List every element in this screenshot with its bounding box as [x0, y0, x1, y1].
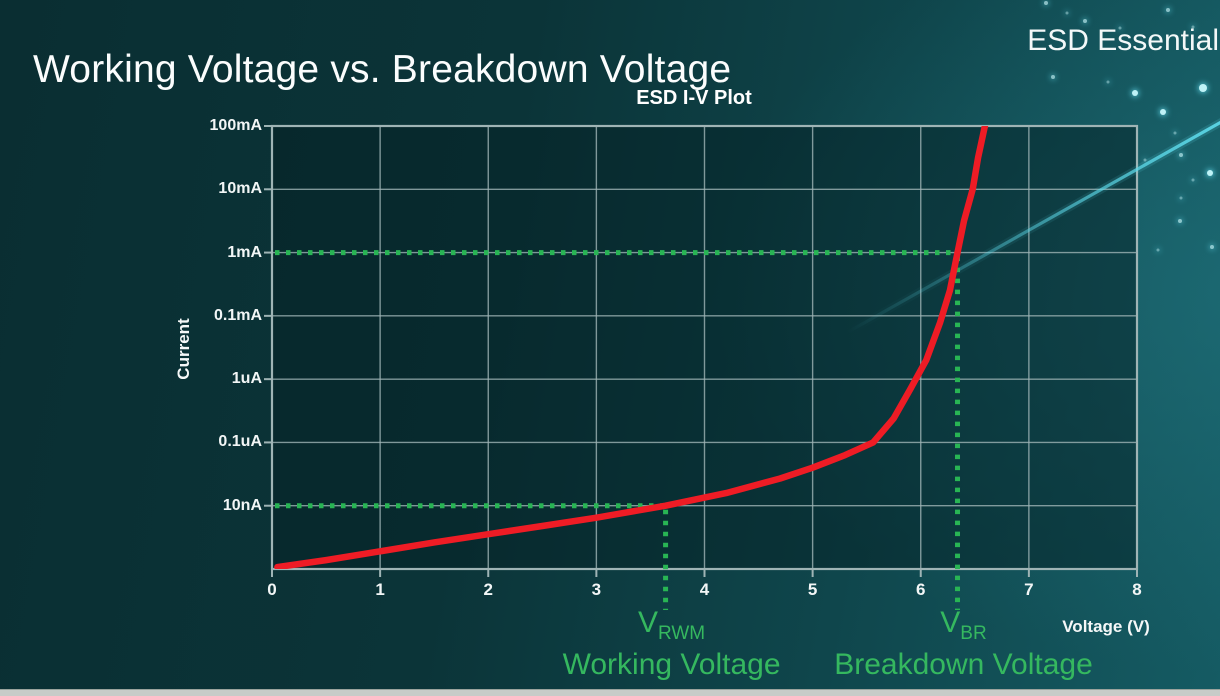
y-tick-label: 0.1uA: [218, 433, 262, 451]
marker-symbol-letter: V: [940, 606, 961, 639]
x-tick-label: 3: [591, 580, 602, 599]
x-tick-label: 2: [483, 580, 493, 599]
star-dot: [1191, 25, 1195, 29]
star-dot: [1118, 26, 1122, 30]
star-dot: [1178, 219, 1182, 223]
x-tick-label: 1: [375, 580, 385, 599]
x-tick-label: 7: [1024, 580, 1034, 599]
star-dot: [1044, 1, 1048, 5]
star-dot: [1132, 90, 1138, 96]
star-dot: [1179, 153, 1183, 157]
star-dot: [1166, 8, 1170, 12]
x-tick-label: 0: [267, 580, 277, 599]
y-tick-label: 1uA: [231, 370, 262, 388]
star-dot: [1210, 245, 1214, 249]
marker-symbol-vrwm: VRWM: [637, 606, 706, 644]
marker-symbol-vbr: VBR: [940, 606, 987, 644]
x-tick-label: 6: [916, 580, 926, 599]
marker-caption-breakdown-voltage: Breakdown Voltage: [834, 648, 1093, 681]
star-dot: [1083, 19, 1087, 23]
marker-symbol-subscript: BR: [960, 623, 987, 644]
x-axis-title: Voltage (V): [1062, 617, 1150, 636]
star-dot: [1173, 131, 1177, 135]
page-title: Working Voltage vs. Breakdown Voltage: [33, 48, 732, 92]
x-tick-label: 8: [1132, 580, 1142, 599]
marker-symbol-subscript: RWM: [658, 623, 706, 644]
star-dot: [1191, 178, 1195, 182]
star-dot: [1065, 11, 1069, 15]
star-dot: [1179, 196, 1183, 200]
x-tick-label: 5: [807, 580, 818, 599]
y-tick-label: 10nA: [222, 496, 262, 514]
star-dot: [1207, 170, 1213, 176]
video-progress-strip: [0, 689, 1220, 696]
star-dot: [1106, 80, 1110, 84]
y-tick-label: 10mA: [218, 180, 262, 198]
iv-curve: [274, 126, 989, 569]
y-axis-title: Current: [174, 318, 193, 380]
y-tick-label: 0.1mA: [213, 306, 262, 324]
brand-text: ESD Essential: [1027, 24, 1219, 57]
x-tick-label: 4: [699, 580, 710, 599]
star-dot: [1199, 84, 1207, 92]
y-tick-label: 1mA: [227, 243, 262, 261]
star-dot: [1160, 109, 1166, 115]
star-dot: [1143, 158, 1147, 162]
light-streak: [847, 120, 1220, 334]
marker-symbol-letter: V: [637, 606, 658, 639]
star-dot: [1156, 248, 1160, 252]
chart-title: ESD I-V Plot: [636, 87, 752, 109]
marker-caption-working-voltage: Working Voltage: [562, 648, 781, 681]
star-dot: [1051, 75, 1055, 79]
y-tick-label: 100mA: [209, 117, 262, 134]
